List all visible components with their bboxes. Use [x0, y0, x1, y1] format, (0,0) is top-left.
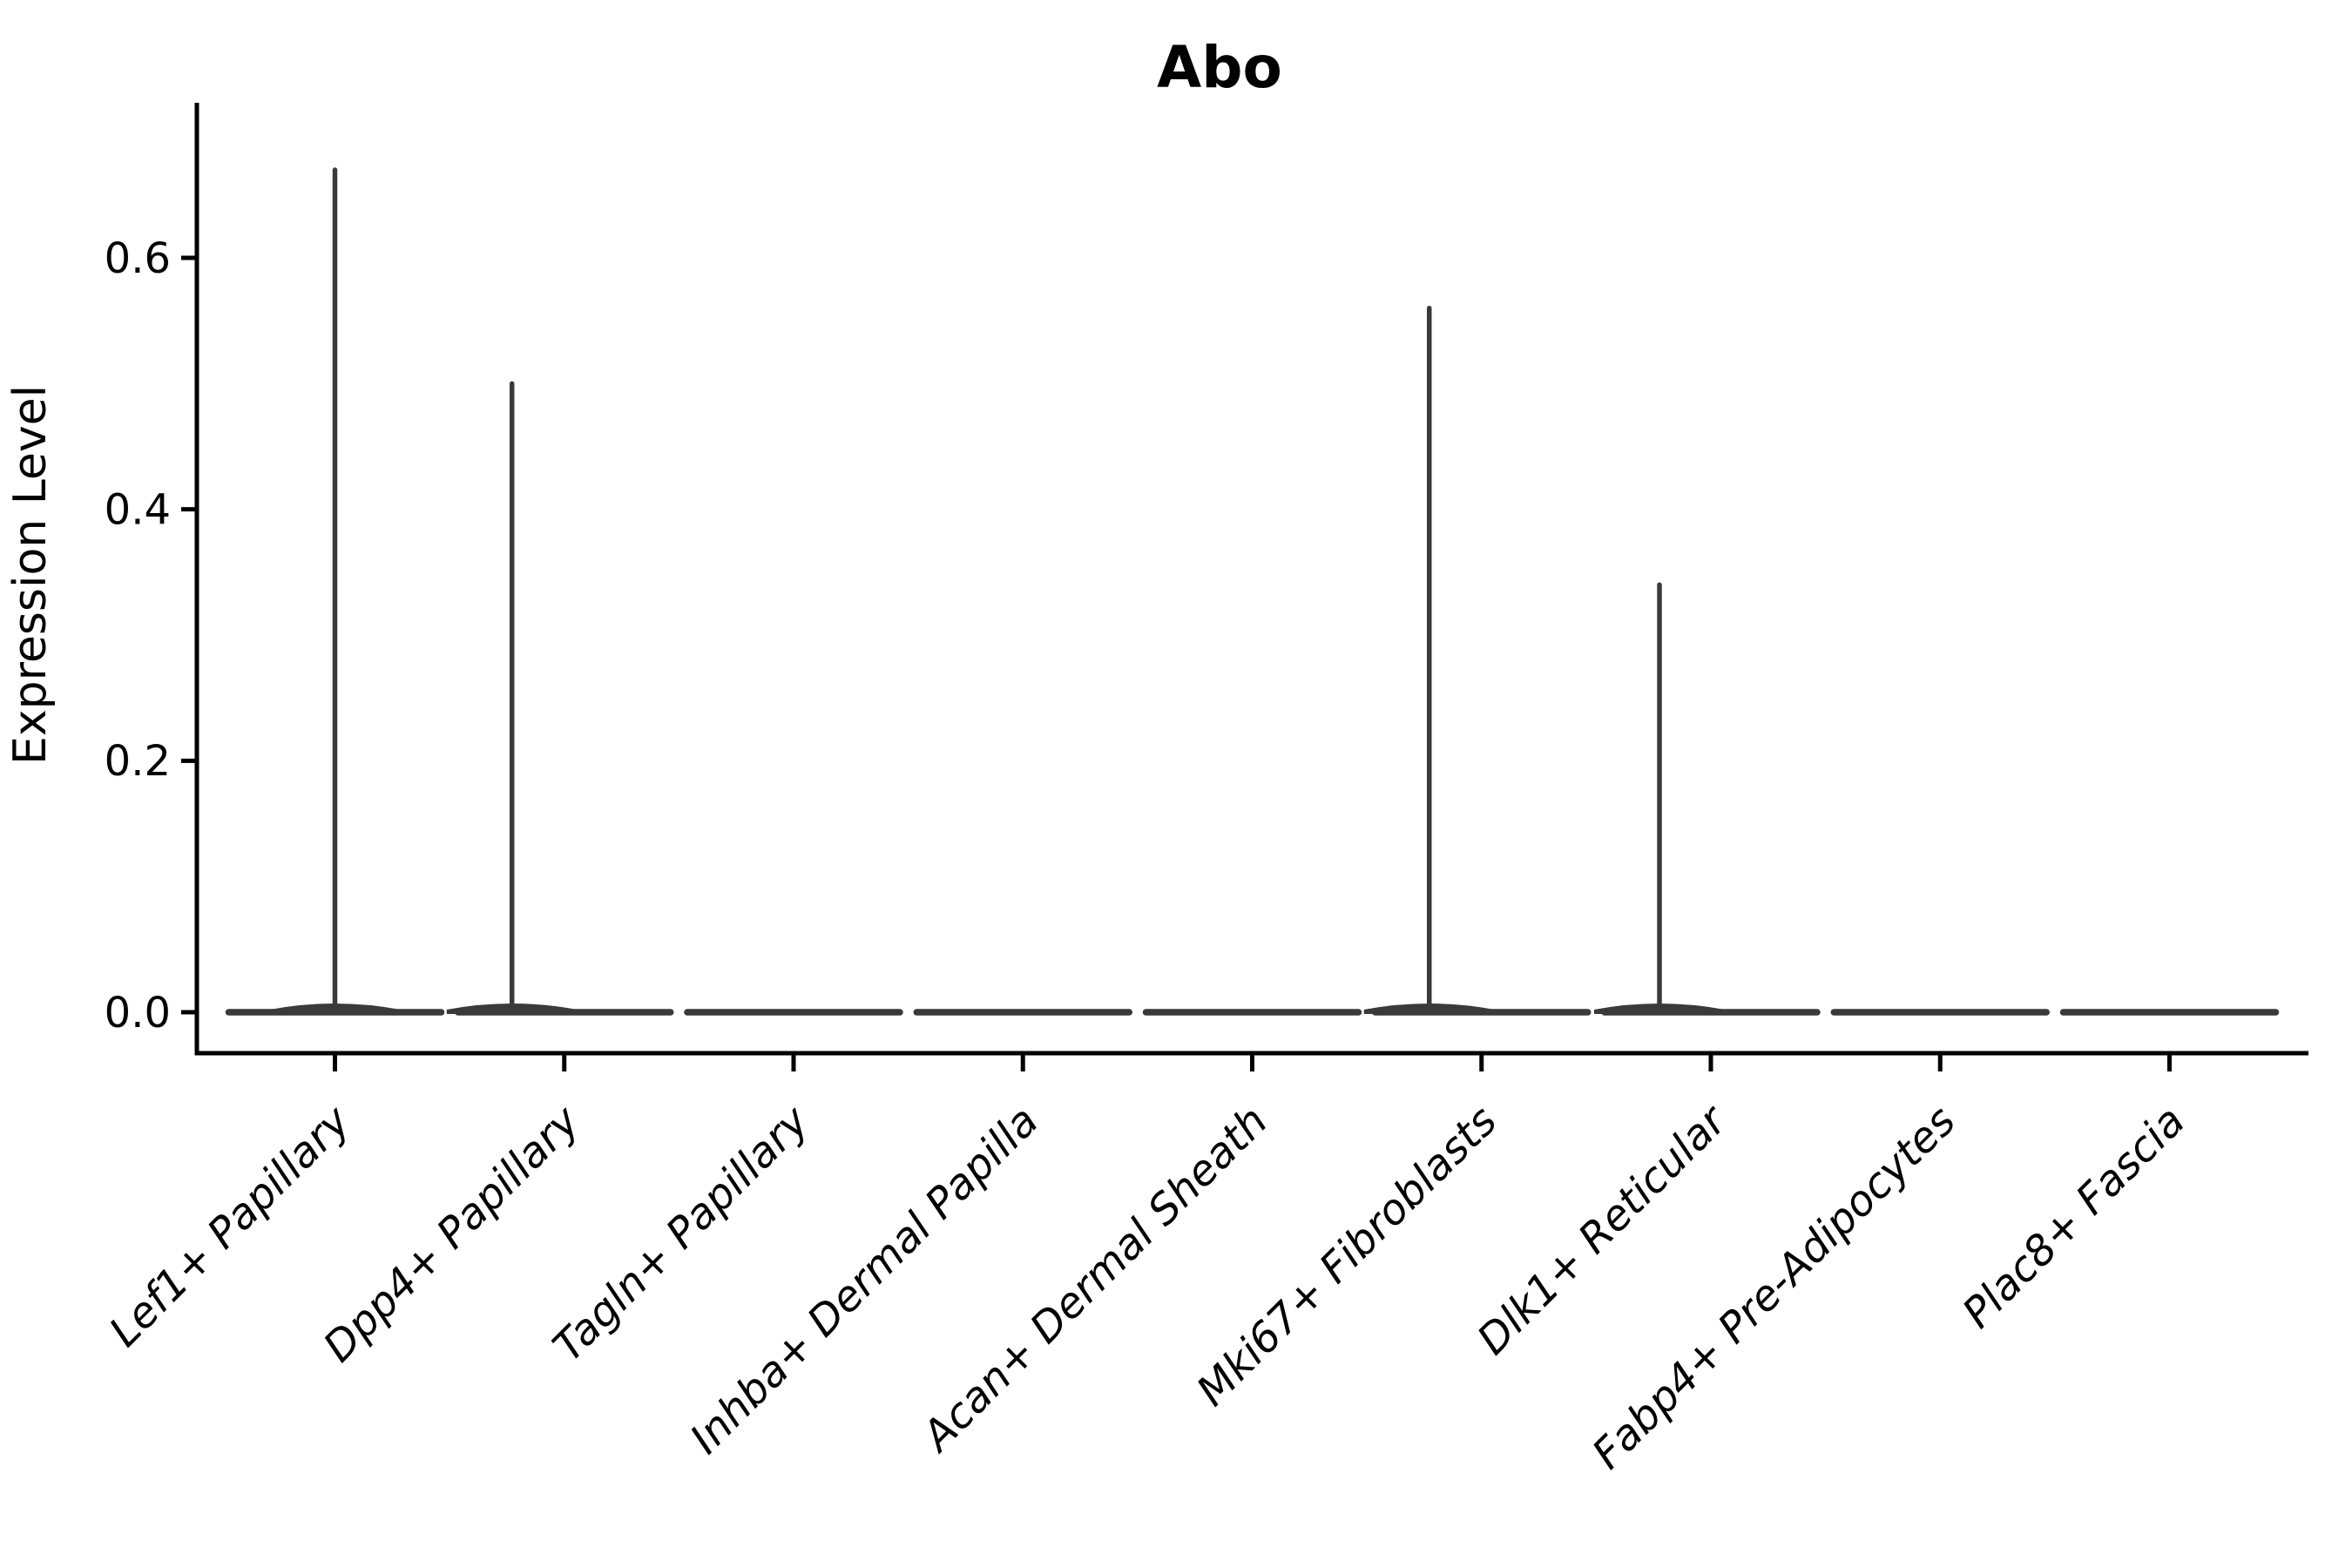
x-axis-ticks: [333, 1053, 2172, 1071]
y-axis-ticks: 0.0 0.2 0.4 0.6: [105, 234, 197, 1037]
x-tick-label: Tagln+ Papillary: [544, 1096, 819, 1371]
y-tick-label: 0.4: [105, 485, 171, 534]
violins-group: [225, 167, 2280, 1016]
x-tick-label: Dlk1+ Reticular: [1468, 1095, 1738, 1365]
violin-6: [1363, 306, 1592, 1016]
violin-2: [446, 381, 674, 1016]
violin-1: [225, 167, 445, 1016]
chart-title: Abo: [1157, 34, 1282, 101]
y-axis-label: Expression Level: [4, 385, 57, 765]
x-tick-label: Dpp4+ Papillary: [314, 1096, 590, 1371]
x-tick-label: Plac8+ Fascia: [1953, 1097, 2194, 1338]
violin-7: [1594, 582, 1821, 1016]
y-tick-label: 0.2: [105, 737, 171, 786]
y-tick-label: 0.6: [105, 234, 171, 283]
y-tick-label: 0.0: [105, 989, 171, 1037]
x-tick-label: Lef1+ Papillary: [100, 1096, 361, 1356]
x-tick-label: Fabp4+ Pre-Adipocytes: [1583, 1097, 1965, 1479]
